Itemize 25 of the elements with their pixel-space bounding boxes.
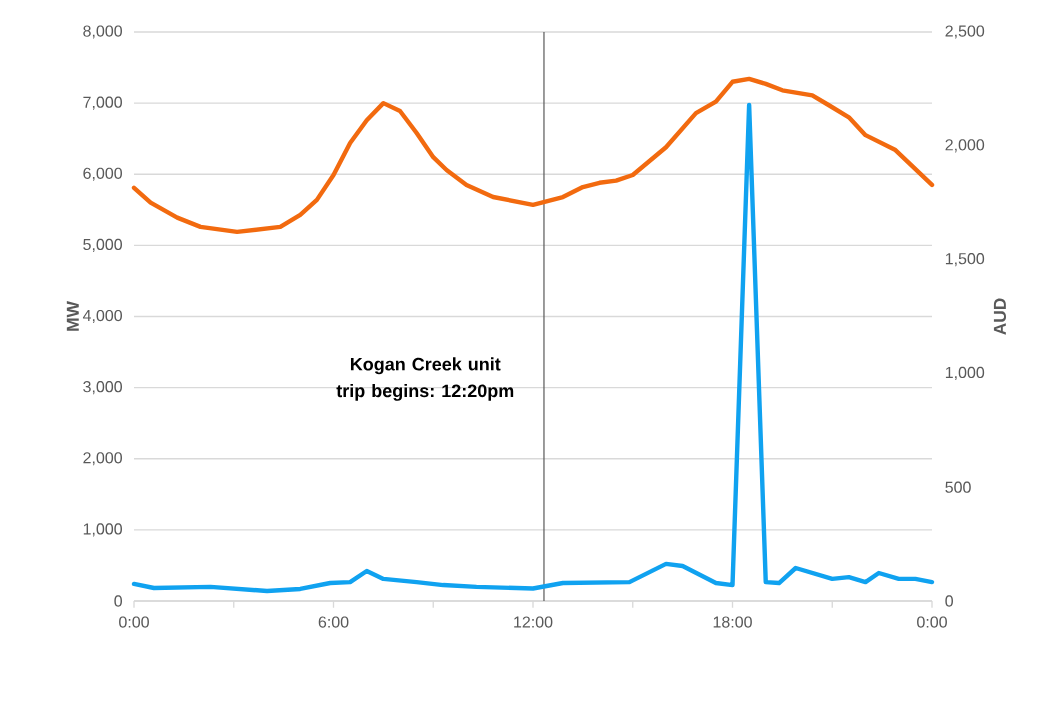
- ref-line-label: Kogan Creek unit trip begins: 12:20pm: [336, 357, 514, 401]
- y2-tick-label: 2,500: [945, 25, 985, 39]
- y-tick-label: 0: [114, 595, 123, 607]
- x-tick-label: 6:00: [318, 616, 349, 628]
- y2-tick-label: 500: [945, 481, 971, 493]
- y2-tick-label: 1,500: [945, 253, 985, 267]
- y2-tick-label: 1,000: [945, 366, 985, 381]
- y-tick-label: 6,000: [83, 167, 122, 181]
- x-tick-label: 0:00: [119, 616, 149, 628]
- y-axis-title: MW: [66, 301, 79, 331]
- y-tick-label: 3,000: [83, 381, 122, 395]
- x-tick-label: 18:00: [713, 616, 752, 628]
- y-tick-label: 4,000: [82, 309, 122, 324]
- line-series: [131, 76, 935, 235]
- y-tick-label: 8,000: [83, 25, 122, 39]
- y-tick-label: 5,000: [83, 238, 122, 252]
- y2-tick-label: 2,000: [945, 139, 985, 153]
- y-tick-label: 2,000: [83, 452, 122, 466]
- y-tick-label: 1,000: [83, 523, 122, 537]
- line-series: [131, 102, 935, 594]
- y-tick-label: 7,000: [83, 96, 122, 110]
- y2-axis-title: AUD: [993, 298, 1006, 335]
- x-tick-label: 0:00: [917, 616, 947, 628]
- y2-tick-label: 0: [945, 595, 953, 607]
- x-tick-label: 12:00: [514, 616, 553, 628]
